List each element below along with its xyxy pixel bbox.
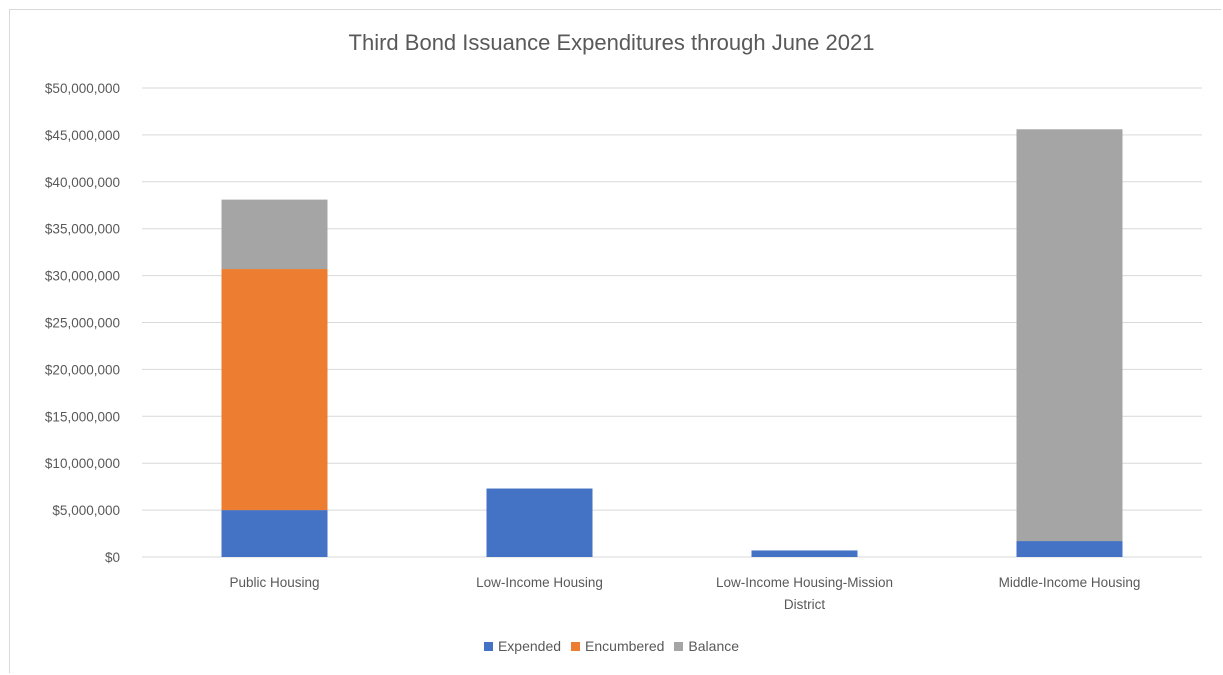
legend-swatch <box>674 642 684 651</box>
chart-title: Third Bond Issuance Expenditures through… <box>348 30 875 55</box>
legend-item-balance: Balance <box>674 638 739 654</box>
bar-expended <box>1016 541 1123 557</box>
bar-expended <box>486 488 593 557</box>
x-category-label: Low-Income Housing <box>476 575 603 590</box>
y-tick-label: $15,000,000 <box>45 409 120 424</box>
y-tick-label: $0 <box>105 550 120 565</box>
bar-balance <box>221 199 328 270</box>
y-tick-label: $35,000,000 <box>45 222 120 237</box>
y-tick-label: $40,000,000 <box>45 175 120 190</box>
x-category-label: District <box>784 597 825 612</box>
y-tick-label: $10,000,000 <box>45 456 120 471</box>
legend-item-encumbered: Encumbered <box>571 638 664 654</box>
chart-legend: Expended Encumbered Balance <box>0 638 1223 654</box>
y-tick-label: $30,000,000 <box>45 269 120 284</box>
x-category-label: Public Housing <box>229 575 319 590</box>
bar-expended <box>751 550 858 557</box>
legend-item-expended: Expended <box>483 638 562 654</box>
bar-encumbered <box>221 269 328 511</box>
bar-expended <box>221 510 328 557</box>
y-tick-label: $5,000,000 <box>52 503 120 518</box>
y-tick-label: $25,000,000 <box>45 316 120 331</box>
legend-label: Expended <box>497 638 562 654</box>
legend-label: Encumbered <box>585 638 665 654</box>
legend-swatch <box>571 642 581 651</box>
y-tick-label: $50,000,000 <box>45 81 120 96</box>
x-category-label: Middle-Income Housing <box>999 575 1141 590</box>
y-tick-label: $45,000,000 <box>45 128 120 143</box>
legend-label: Balance <box>688 638 740 654</box>
bar-balance <box>1016 129 1123 542</box>
x-category-label: Low-Income Housing-Mission <box>716 575 893 590</box>
legend-swatch <box>483 642 493 651</box>
y-tick-label: $20,000,000 <box>45 362 120 377</box>
chart-frame <box>9 9 1221 673</box>
